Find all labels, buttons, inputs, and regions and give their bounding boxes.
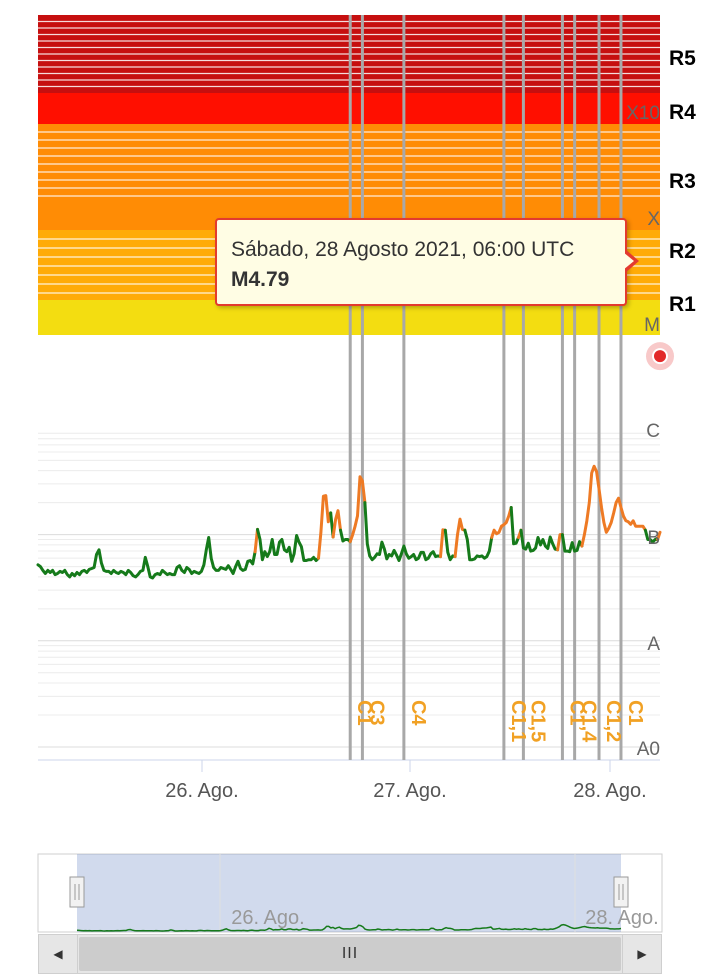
tooltip-date: Sábado, 28 Agosto 2021, 06:00 UTC [231, 238, 575, 261]
navigator-handle-body[interactable] [613, 876, 629, 908]
flare-marker-lines [348, 15, 623, 760]
scroll-right-button[interactable]: ▶ [622, 935, 661, 973]
flux-line-segment[interactable] [643, 528, 660, 544]
band-label: R5 [669, 47, 696, 70]
band-label: R4 [669, 101, 696, 124]
y-class-label: C [646, 421, 660, 442]
x-tick-label: 26. Ago. [165, 780, 238, 802]
scrollbar[interactable]: ◀ III ▶ [38, 934, 662, 974]
flare-label: C1 [565, 700, 587, 726]
flux-line-segment[interactable] [348, 475, 367, 544]
y-class-label: X10 [626, 103, 660, 124]
band-label: R2 [669, 240, 696, 263]
scrollbar-thumb[interactable]: III [79, 937, 621, 971]
navigator[interactable]: 26. Ago. 28. Ago. [37, 853, 663, 933]
flare-label: C1 [353, 700, 375, 726]
y-class-label: X [647, 209, 660, 230]
flare-label: C1,5 [526, 700, 548, 742]
flux-line-segment[interactable] [339, 528, 352, 544]
navigator-tick-label: 26. Ago. [231, 907, 304, 929]
flare-label: C1,1 [507, 700, 529, 742]
flux-line-segment[interactable] [443, 528, 457, 562]
tooltip: Sábado, 28 Agosto 2021, 06:00 UTC M4.79 [215, 218, 627, 306]
navigator-frame [37, 853, 663, 933]
flux-line-segment[interactable] [463, 528, 494, 562]
navigator-handle-body[interactable] [69, 876, 85, 908]
navigator-handle[interactable] [69, 876, 85, 908]
tooltip-value: M4.79 [231, 268, 290, 291]
blackout-band-labels: R5 R4 R3 R2 R1 [669, 47, 696, 316]
flux-line-segment[interactable] [331, 509, 342, 539]
navigator-series [76, 923, 622, 932]
flare-label: C1 [624, 700, 646, 726]
highlight-point[interactable] [652, 348, 668, 365]
flux-line-segment[interactable] [453, 517, 467, 559]
flux-line-segment[interactable] [36, 536, 257, 580]
y-axis-class-labels: X10 X M C B A A0 [626, 103, 660, 760]
scroll-left-button[interactable]: ◀ [39, 935, 78, 973]
flux-line-segment[interactable] [363, 501, 442, 562]
y-class-label: A0 [637, 739, 660, 760]
flux-line-segment[interactable] [509, 506, 520, 546]
flux-line-segment[interactable] [580, 464, 647, 548]
flux-line-segment[interactable] [256, 527, 320, 563]
navigator-range[interactable] [77, 854, 621, 932]
flux-line-segment[interactable] [490, 506, 513, 539]
y-class-label: M [644, 315, 660, 336]
flux-line-segment[interactable] [317, 494, 333, 560]
flare-label: C4 [407, 700, 429, 726]
flux-line-segment[interactable] [560, 533, 584, 554]
band-label: R3 [669, 170, 696, 193]
tooltip-arrow-inner [623, 252, 634, 270]
y-class-label: B [647, 528, 660, 549]
flux-line-segment[interactable] [519, 528, 560, 553]
x-tick-label: 27. Ago. [373, 780, 446, 802]
flare-label: C3 [365, 700, 387, 726]
navigator-tick-label: 28. Ago. [585, 907, 658, 929]
navigator-handle[interactable] [613, 876, 629, 908]
x-axis: 26. Ago. 27. Ago. 28. Ago. [165, 760, 647, 802]
x-tick-label: 28. Ago. [573, 780, 646, 802]
flare-label: C1,2 [602, 700, 624, 742]
band-label: R1 [669, 293, 696, 316]
highlight-marker[interactable] [646, 342, 674, 371]
flux-line-segment[interactable] [656, 530, 662, 541]
y-class-label: A [647, 634, 660, 655]
flux-series[interactable] [36, 464, 662, 580]
flare-label: C1,4 [578, 700, 600, 743]
